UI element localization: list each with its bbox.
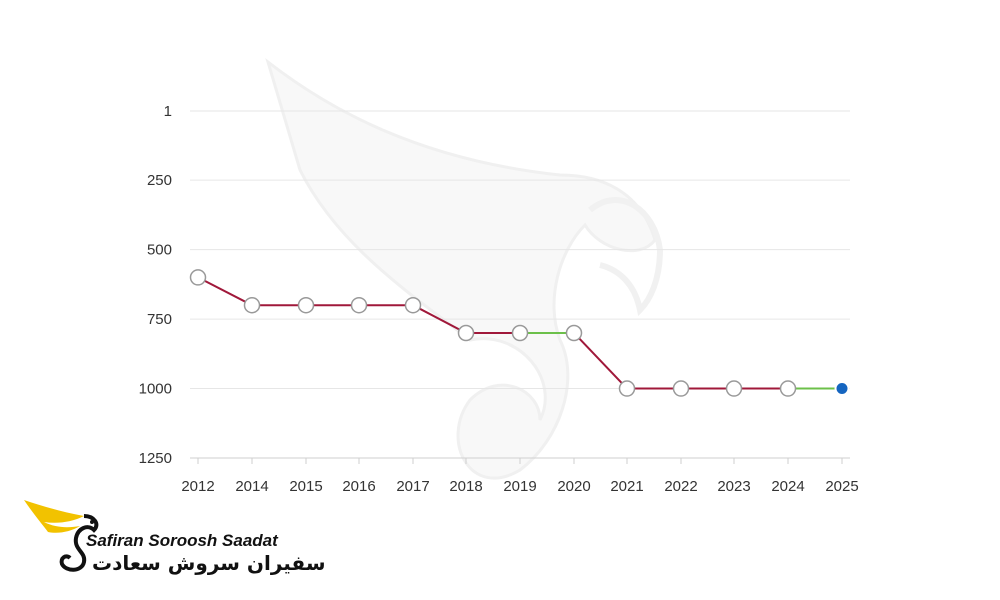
data-point[interactable] <box>672 380 690 397</box>
data-point[interactable] <box>457 324 475 342</box>
logo-name-en: Safiran Soroosh Saadat <box>86 531 278 550</box>
x-tick-label: 2016 <box>342 478 375 495</box>
series-points <box>189 269 850 397</box>
data-point[interactable] <box>725 380 743 397</box>
series-rank <box>197 276 842 390</box>
data-point[interactable] <box>511 324 529 342</box>
data-point[interactable] <box>618 380 636 397</box>
y-tick-label: 1000 <box>139 381 172 398</box>
x-tick-label: 2021 <box>610 478 643 495</box>
x-tick-label: 2022 <box>664 478 697 495</box>
x-tick-label: 2019 <box>503 478 536 495</box>
data-point[interactable] <box>189 269 207 286</box>
y-tick-label: 1250 <box>139 450 172 467</box>
data-point[interactable] <box>779 380 797 397</box>
data-point[interactable] <box>297 296 315 314</box>
series-segment <box>573 332 628 390</box>
x-tick-label: 2018 <box>449 478 482 495</box>
data-point[interactable] <box>243 296 261 314</box>
data-point[interactable] <box>565 324 583 342</box>
x-tick-label: 2012 <box>181 478 214 495</box>
data-point[interactable] <box>404 296 422 314</box>
series-segment <box>197 276 253 307</box>
data-point-current[interactable] <box>834 381 850 397</box>
x-tick-label: 2023 <box>717 478 750 495</box>
y-tick-label: 750 <box>147 311 172 328</box>
logo-name-fa: سفیران سروش سعادت <box>92 551 326 575</box>
data-point[interactable] <box>350 296 368 314</box>
wing-logo-icon <box>24 500 99 572</box>
y-tick-label: 500 <box>147 242 172 259</box>
x-tick-label: 2015 <box>289 478 322 495</box>
x-tick-label: 2017 <box>396 478 429 495</box>
x-axis: 2012 2014 2015 2016 2017 2018 2019 2020 2021 2022… <box>181 457 859 495</box>
y-tick-label: 1 <box>164 103 172 120</box>
x-tick-label: 2025 <box>825 478 858 495</box>
x-tick-label: 2014 <box>235 478 268 495</box>
x-tick-label: 2024 <box>771 478 804 495</box>
y-tick-label: 250 <box>147 172 172 189</box>
watermark-bird-logo <box>265 57 664 480</box>
x-tick-label: 2020 <box>557 478 590 495</box>
series-segment <box>412 304 467 334</box>
